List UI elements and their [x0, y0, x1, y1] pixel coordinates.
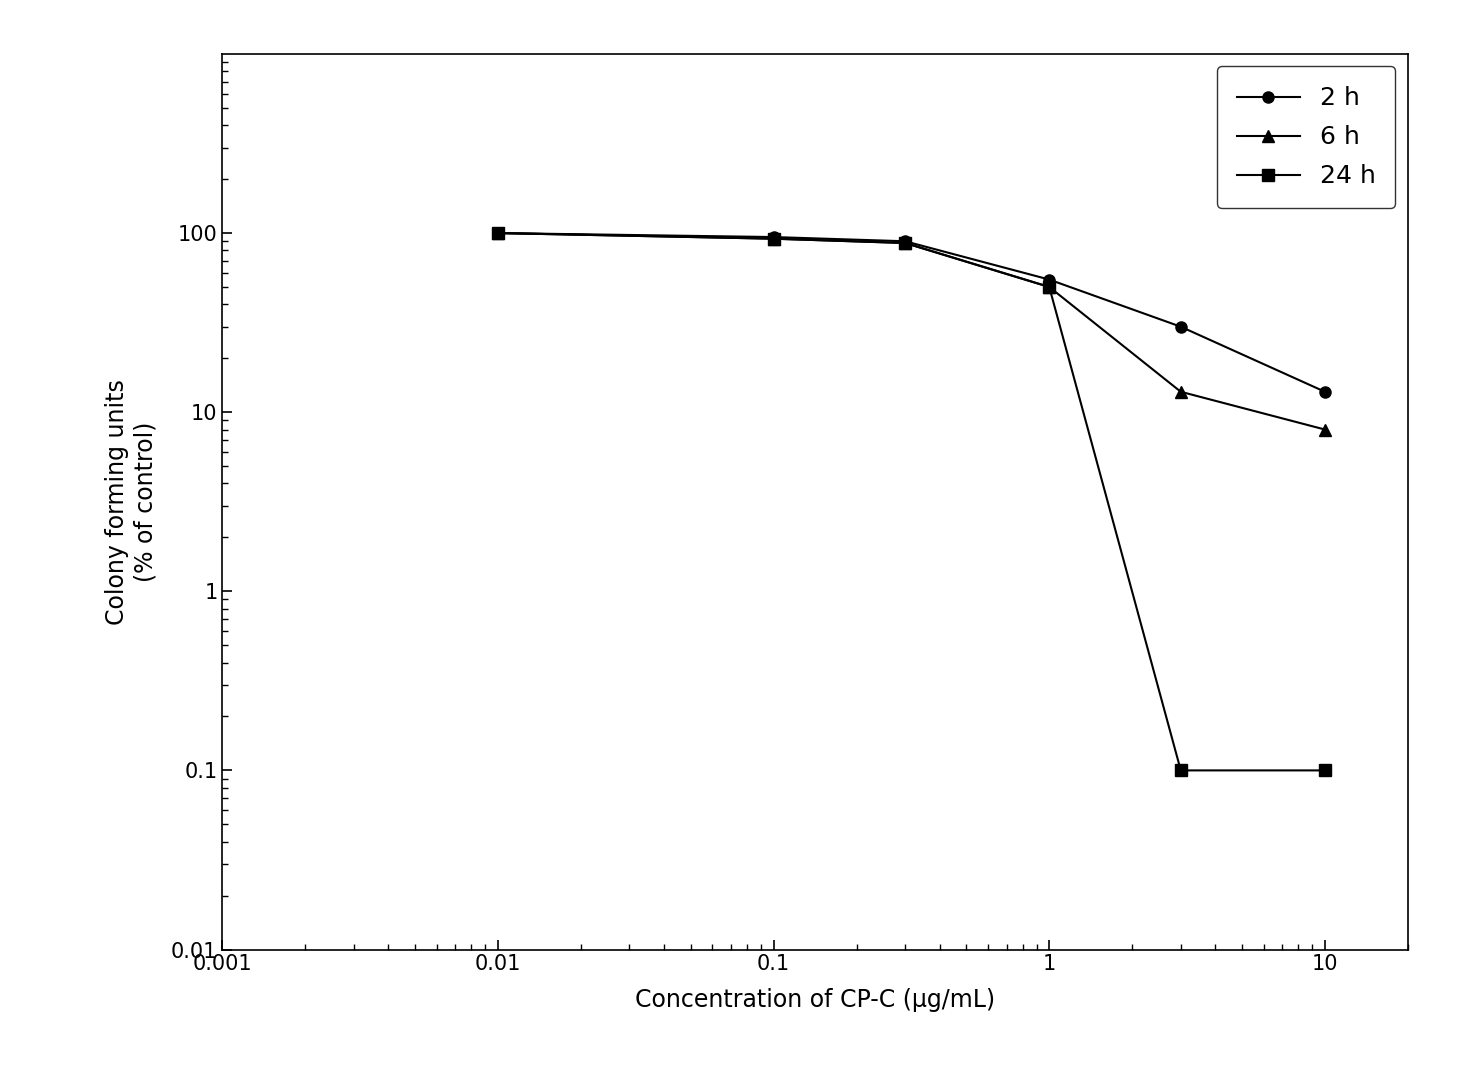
2 h — [1040, 273, 1058, 286]
6 h — [1172, 385, 1190, 398]
2 h — [1172, 320, 1190, 333]
6 h — [1316, 423, 1334, 436]
Y-axis label: Colony forming units
(% of control): Colony forming units (% of control) — [105, 379, 157, 625]
24 h — [1316, 764, 1334, 777]
6 h — [489, 227, 507, 240]
6 h — [897, 236, 914, 249]
Line: 6 h: 6 h — [492, 228, 1331, 435]
2 h — [897, 235, 914, 248]
2 h — [1316, 385, 1334, 398]
24 h — [765, 232, 782, 245]
2 h — [765, 231, 782, 244]
2 h — [489, 227, 507, 240]
Line: 24 h: 24 h — [492, 228, 1331, 776]
24 h — [897, 236, 914, 249]
Line: 2 h: 2 h — [492, 228, 1331, 397]
24 h — [489, 227, 507, 240]
Legend: 2 h, 6 h, 24 h: 2 h, 6 h, 24 h — [1217, 67, 1396, 208]
6 h — [1040, 281, 1058, 293]
X-axis label: Concentration of CP-C (μg/mL): Concentration of CP-C (μg/mL) — [636, 988, 994, 1012]
6 h — [765, 232, 782, 245]
24 h — [1172, 764, 1190, 777]
24 h — [1040, 281, 1058, 293]
